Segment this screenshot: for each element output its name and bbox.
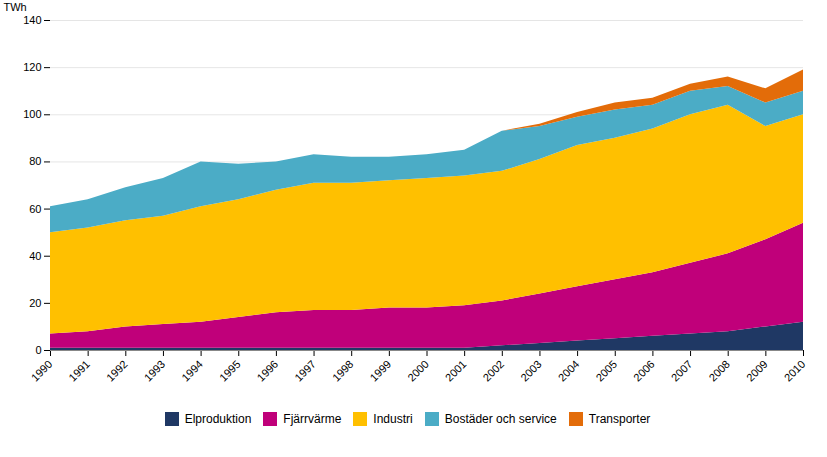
svg-text:1997: 1997	[292, 358, 318, 384]
svg-text:2008: 2008	[706, 358, 732, 384]
svg-text:1990: 1990	[29, 358, 55, 384]
svg-text:1996: 1996	[255, 358, 281, 384]
html-text:Elproduktion: Elproduktion	[184, 411, 252, 426]
svg-text:40: 40	[29, 250, 41, 262]
svg-text:2007: 2007	[669, 358, 695, 384]
html-text:Transporter: Transporter	[588, 411, 651, 426]
svg-text:TWh: TWh	[4, 1, 27, 13]
svg-text:2002: 2002	[480, 358, 506, 384]
html-text:Bostäder och service: Bostäder och service	[444, 411, 557, 426]
svg-text:20: 20	[29, 297, 41, 309]
svg-text:100: 100	[23, 108, 41, 120]
html-text:Fjärrvärme: Fjärrvärme	[283, 411, 342, 426]
svg-text:1999: 1999	[367, 358, 393, 384]
svg-text:60: 60	[29, 203, 41, 215]
svg-text:0: 0	[35, 344, 41, 356]
svg-text:2006: 2006	[631, 358, 657, 384]
svg-text:2001: 2001	[443, 358, 469, 384]
svg-text:2005: 2005	[593, 358, 619, 384]
svg-text:80: 80	[29, 155, 41, 167]
svg-text:2009: 2009	[744, 358, 770, 384]
html-text:Industri: Industri	[373, 411, 413, 426]
svg-text:2004: 2004	[556, 358, 582, 384]
svg-text:1994: 1994	[179, 358, 205, 384]
svg-text:2003: 2003	[518, 358, 544, 384]
svg-text:1992: 1992	[104, 358, 130, 384]
svg-text:2010: 2010	[782, 358, 808, 384]
svg-text:1991: 1991	[66, 358, 92, 384]
svg-text:140: 140	[23, 14, 41, 26]
svg-text:1998: 1998	[330, 358, 356, 384]
svg-text:120: 120	[23, 61, 41, 73]
svg-text:1995: 1995	[217, 358, 243, 384]
svg-text:2000: 2000	[405, 358, 431, 384]
svg-text:1993: 1993	[142, 358, 168, 384]
